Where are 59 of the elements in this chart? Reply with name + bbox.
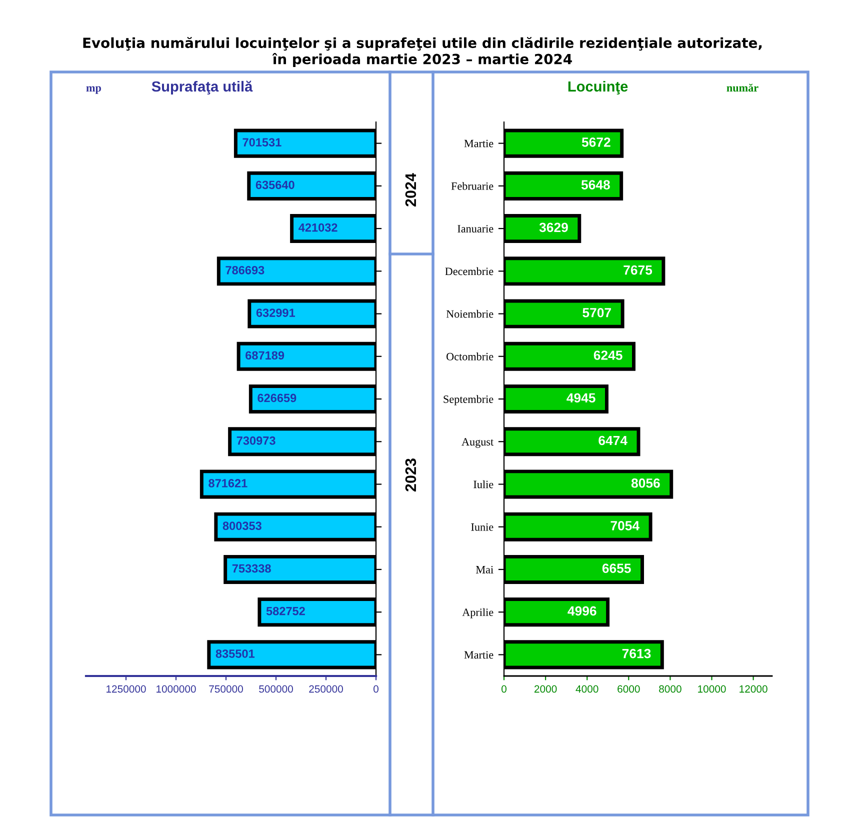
data-label: 6474 bbox=[598, 436, 628, 446]
x-tick-label: 12000 bbox=[740, 685, 768, 693]
chart-title: Suprafaţa utilă bbox=[152, 80, 253, 95]
x-tick-label: 500000 bbox=[259, 685, 293, 693]
data-label: 6655 bbox=[602, 564, 631, 574]
y-tick-label: Februarie bbox=[451, 182, 494, 190]
x-tick-label: 10000 bbox=[698, 685, 726, 693]
y-tick-label: Martie bbox=[464, 651, 494, 659]
data-label: 687189 bbox=[246, 351, 284, 360]
data-label: 701531 bbox=[242, 138, 282, 146]
x-axis-title: număr bbox=[726, 84, 758, 92]
y-tick-label: Ianuarie bbox=[458, 225, 494, 233]
data-label: 5672 bbox=[582, 138, 610, 147]
data-label: 7054 bbox=[610, 521, 640, 530]
x-tick-label: 2000 bbox=[534, 685, 557, 693]
data-label: 800353 bbox=[222, 522, 262, 530]
data-label: 753338 bbox=[232, 564, 271, 573]
text: 2024 bbox=[405, 173, 416, 206]
text: Evoluţia numărului locuinţelor şi a suprafeţei utile din clădirile rezidenţiale autorizate, în perioada martie 2023 – martie 2024 bbox=[83, 37, 762, 67]
data-label: 5648 bbox=[581, 180, 610, 190]
y-tick-label: Mai bbox=[476, 566, 494, 574]
y-tick-label: Octombrie bbox=[446, 352, 494, 360]
y-tick-label: Noiembrie bbox=[446, 310, 494, 318]
y-tick-label: August bbox=[462, 438, 494, 448]
x-tick-label: 6000 bbox=[618, 685, 640, 693]
data-label: 730973 bbox=[236, 436, 276, 445]
chart-title: Locuinţe bbox=[568, 80, 628, 95]
data-label: 632991 bbox=[256, 308, 296, 317]
x-tick-label: 4000 bbox=[576, 685, 598, 693]
data-label: 786693 bbox=[226, 266, 264, 274]
text: 2023 bbox=[405, 458, 416, 492]
x-tick-label: 8000 bbox=[659, 685, 682, 693]
data-label: 7675 bbox=[624, 265, 652, 275]
data-label: 582752 bbox=[266, 606, 305, 616]
y-tick-label: Septembrie bbox=[444, 395, 494, 406]
y-tick-label: Iunie bbox=[471, 523, 494, 531]
data-label: 835501 bbox=[216, 650, 255, 658]
x-tick-label: 1000000 bbox=[156, 685, 196, 693]
data-label: 421032 bbox=[298, 223, 338, 232]
data-label: 4996 bbox=[568, 606, 596, 616]
x-tick-label: 0 bbox=[374, 685, 378, 693]
y-tick-label: Martie bbox=[464, 140, 494, 148]
data-label: 4945 bbox=[566, 393, 596, 403]
x-tick-label: 0 bbox=[502, 685, 506, 693]
data-label: 6245 bbox=[594, 350, 622, 360]
x-tick-label: 250000 bbox=[309, 685, 343, 693]
data-label: 871621 bbox=[208, 479, 248, 488]
y-tick-label: Decembrie bbox=[445, 267, 494, 276]
data-label: 7613 bbox=[622, 648, 651, 658]
data-label: 8056 bbox=[631, 478, 660, 488]
data-label: 3629 bbox=[539, 222, 568, 232]
x-tick-label: 1250000 bbox=[106, 685, 146, 693]
y-tick-label: Iulie bbox=[474, 480, 494, 488]
y-tick-label: Aprilie bbox=[462, 608, 494, 618]
x-axis-title: mp bbox=[86, 86, 101, 94]
data-label: 5707 bbox=[582, 308, 611, 318]
x-tick-label: 750000 bbox=[209, 685, 243, 693]
data-label: 626659 bbox=[258, 394, 296, 402]
data-label: 635640 bbox=[256, 180, 294, 190]
